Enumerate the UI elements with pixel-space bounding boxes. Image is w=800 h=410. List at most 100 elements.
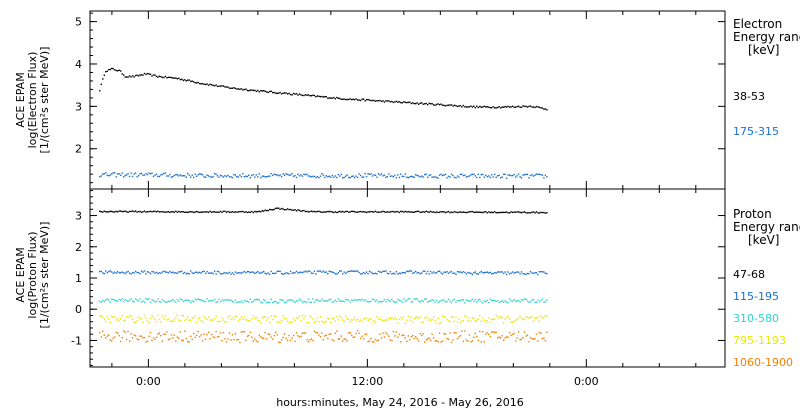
- proton-point-310-580: [258, 299, 260, 301]
- proton-point-795-1193: [325, 320, 327, 323]
- proton-point-310-580: [403, 298, 405, 300]
- proton-point-795-1193: [520, 317, 523, 319]
- proton-point-795-1193: [175, 317, 177, 319]
- proton-point-795-1193: [489, 321, 491, 323]
- electron-point-38-53: [395, 100, 398, 103]
- proton-point-1060-1900: [99, 331, 101, 334]
- proton-point-1060-1900: [240, 331, 243, 333]
- proton-point-47-68: [383, 211, 386, 213]
- electron-point-175-315: [510, 174, 512, 177]
- proton-point-47-68: [365, 211, 368, 214]
- proton-point-795-1193: [362, 317, 365, 320]
- electron-point-38-53: [149, 73, 152, 75]
- proton-point-795-1193: [401, 318, 403, 320]
- electron-point-175-315: [516, 175, 518, 177]
- proton-point-1060-1900: [412, 334, 414, 337]
- proton-point-1060-1900: [374, 338, 377, 341]
- proton-point-115-195: [106, 271, 108, 274]
- electron-point-175-315: [294, 174, 296, 177]
- electron-point-175-315: [392, 176, 395, 178]
- proton-point-47-68: [306, 210, 308, 212]
- proton-point-115-195: [270, 270, 272, 273]
- proton-point-1060-1900: [392, 330, 395, 333]
- proton-point-115-195: [313, 270, 316, 272]
- proton-point-1060-1900: [275, 331, 277, 333]
- proton-point-1060-1900: [249, 331, 251, 334]
- proton-point-115-195: [351, 270, 353, 272]
- proton-point-47-68: [531, 211, 533, 213]
- proton-point-47-68: [394, 211, 396, 213]
- electron-point-38-53: [489, 106, 491, 109]
- proton-point-47-68: [353, 211, 356, 213]
- proton-point-310-580: [500, 300, 502, 303]
- proton-point-47-68: [99, 210, 101, 212]
- proton-point-1060-1900: [272, 338, 274, 340]
- electron-point-175-315: [389, 175, 392, 177]
- proton-point-47-68: [388, 211, 390, 213]
- proton-point-47-68: [184, 211, 186, 213]
- proton-point-47-68: [148, 211, 150, 213]
- proton-point-47-68: [526, 212, 529, 214]
- proton-point-795-1193: [531, 316, 533, 318]
- proton-point-1060-1900: [491, 331, 493, 334]
- proton-point-47-68: [342, 210, 344, 213]
- electron-point-175-315: [124, 174, 126, 177]
- proton-point-1060-1900: [404, 337, 406, 339]
- electron-point-38-53: [216, 85, 219, 88]
- electron-point-175-315: [242, 173, 244, 175]
- proton-point-310-580: [99, 300, 101, 302]
- electron-point-38-53: [219, 85, 222, 87]
- proton-point-310-580: [398, 299, 401, 302]
- electron-point-38-53: [303, 94, 305, 97]
- proton-point-795-1193: [301, 314, 304, 317]
- proton-point-115-195: [371, 272, 374, 274]
- proton-point-310-580: [498, 301, 500, 304]
- proton-point-115-195: [184, 271, 186, 274]
- proton-point-1060-1900: [526, 334, 529, 336]
- electron-point-175-315: [434, 176, 436, 178]
- electron-point-175-315: [154, 174, 156, 176]
- proton-point-310-580: [348, 299, 350, 301]
- proton-point-310-580: [519, 301, 521, 303]
- proton-point-115-195: [163, 270, 165, 272]
- proton-point-115-195: [297, 272, 299, 274]
- proton-point-47-68: [187, 211, 189, 214]
- proton-point-47-68: [246, 211, 249, 214]
- proton-point-1060-1900: [194, 336, 196, 338]
- proton-point-795-1193: [261, 317, 263, 319]
- electron-point-38-53: [428, 102, 430, 104]
- electron-point-175-315: [504, 173, 506, 175]
- proton-point-1060-1900: [520, 338, 523, 340]
- proton-point-310-580: [300, 299, 302, 301]
- proton-point-47-68: [233, 211, 235, 213]
- proton-point-47-68: [303, 209, 305, 212]
- proton-point-115-195: [497, 271, 499, 273]
- electron-point-175-315: [322, 174, 325, 176]
- proton-point-47-68: [494, 211, 496, 213]
- proton-point-795-1193: [319, 316, 322, 318]
- proton-legend-115-195: 115-195: [733, 290, 779, 303]
- proton-point-115-195: [459, 271, 462, 273]
- proton-point-795-1193: [234, 315, 237, 318]
- proton-point-47-68: [346, 210, 348, 213]
- electron-point-38-53: [370, 99, 372, 102]
- electron-point-175-315: [371, 175, 374, 177]
- proton-point-310-580: [325, 300, 327, 302]
- proton-point-115-195: [413, 271, 415, 274]
- proton-point-115-195: [482, 272, 484, 274]
- electron-point-175-315: [441, 174, 444, 177]
- proton-point-115-195: [474, 271, 476, 273]
- proton-point-1060-1900: [391, 339, 393, 342]
- proton-point-1060-1900: [143, 336, 146, 339]
- electron-point-38-53: [500, 107, 502, 109]
- electron-point-38-53: [471, 106, 474, 108]
- electron-point-38-53: [203, 83, 205, 85]
- proton-point-1060-1900: [450, 341, 453, 344]
- proton-point-47-68: [313, 210, 316, 213]
- proton-point-795-1193: [419, 316, 421, 318]
- proton-point-1060-1900: [233, 338, 235, 341]
- proton-point-1060-1900: [345, 338, 347, 340]
- proton-point-795-1193: [501, 317, 503, 319]
- proton-point-310-580: [425, 298, 427, 300]
- electron-point-175-315: [471, 173, 474, 176]
